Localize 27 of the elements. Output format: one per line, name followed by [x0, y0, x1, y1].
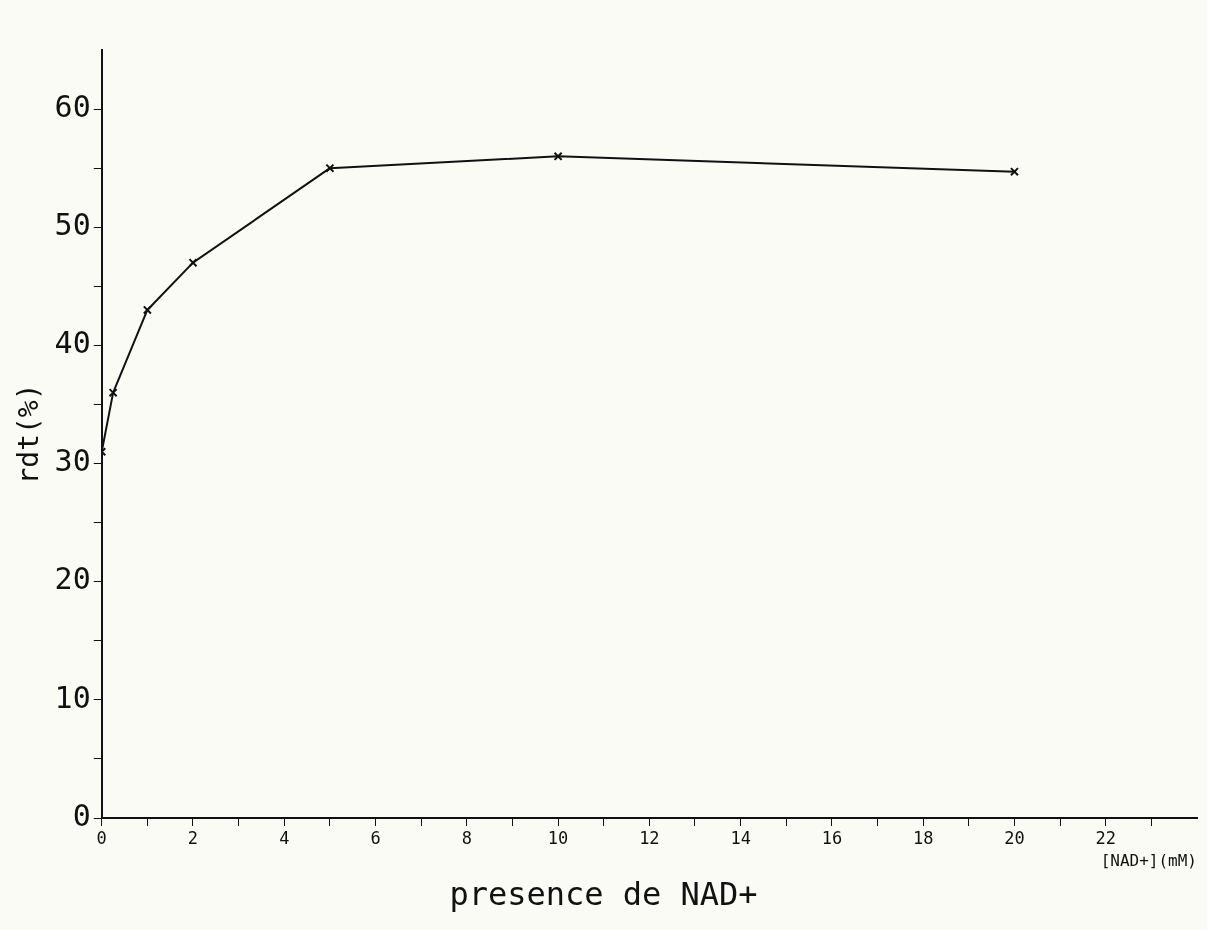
point	[553, 151, 563, 161]
x-tick-label: 22	[1095, 827, 1116, 848]
x-tick-label: 14	[730, 827, 751, 848]
x-axis-title: [NAD+](mM)	[1100, 851, 1197, 871]
point	[325, 163, 335, 173]
x-tick-label: 10	[547, 827, 569, 848]
x-tick-label: 8	[461, 827, 472, 848]
point	[108, 388, 118, 398]
y-tick-label: 20	[54, 561, 91, 597]
y-axis-title: rdt(%)	[12, 383, 46, 485]
y-tick-label: 10	[54, 679, 91, 715]
x-tick-label: 2	[187, 827, 199, 848]
x-tick-label: 20	[1004, 827, 1025, 848]
x-tick-label: 16	[821, 827, 843, 848]
y-tick-label: 50	[54, 207, 91, 243]
y-tick-label: 60	[54, 88, 91, 124]
x-tick-label: 12	[639, 827, 660, 848]
x-tick-label: 18	[912, 827, 934, 848]
y-tick-label: 40	[54, 325, 91, 361]
x-tick-label: 6	[370, 827, 381, 848]
point	[1009, 167, 1019, 177]
point	[188, 258, 198, 268]
y-tick-label: 30	[54, 443, 91, 479]
text: presence de NAD+	[449, 875, 758, 914]
x-tick-label: 4	[279, 827, 290, 848]
x-tick-label: 0	[96, 827, 107, 848]
point	[142, 305, 152, 315]
